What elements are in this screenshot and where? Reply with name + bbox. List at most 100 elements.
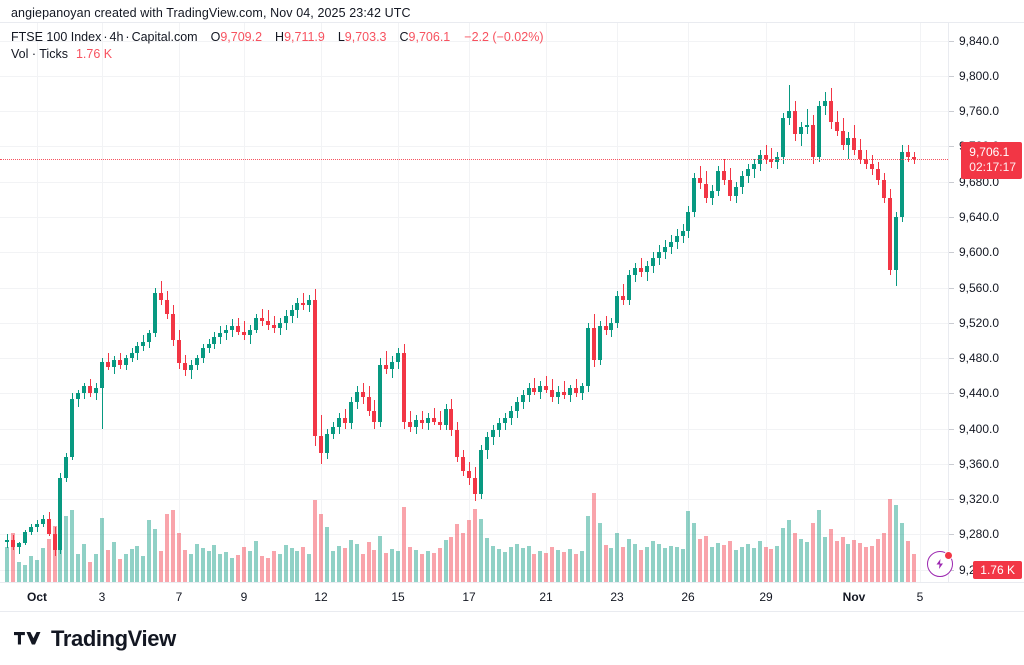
volume-bar [781, 527, 785, 583]
price-axis-tick [949, 252, 954, 254]
candle-body [900, 151, 904, 217]
legend-source[interactable]: Capital.com [131, 30, 198, 44]
current-price-line [0, 158, 948, 160]
volume-badge[interactable]: 1.76 K [973, 561, 1022, 579]
volume-bar [372, 550, 376, 583]
legend-open: O9,709.2 [211, 29, 262, 46]
volume-bar [639, 550, 643, 583]
candle-body [781, 118, 785, 158]
candle-body [17, 543, 21, 547]
volume-bar [568, 549, 572, 583]
current-price-badge[interactable]: 9,706.1 02:17:17 [961, 141, 1022, 179]
volume-bar [509, 547, 513, 583]
gridline-vertical [766, 23, 767, 583]
volume-bar [70, 510, 74, 583]
candle-body [604, 326, 608, 330]
candle-body [461, 456, 465, 471]
candle-wick [19, 541, 20, 554]
candle-body [527, 388, 531, 396]
candle-body [337, 418, 341, 427]
attribution-text: angiepanoyan created with TradingView.co… [11, 6, 411, 20]
candle-body [829, 100, 833, 122]
candle-body [894, 217, 898, 270]
time-axis-label: Oct [26, 590, 48, 604]
volume-bar [805, 542, 809, 583]
volume-bar [301, 547, 305, 583]
candle-wick [262, 308, 263, 327]
candle-body [183, 363, 187, 371]
gridline-horizontal [0, 322, 948, 324]
candle-wick [440, 411, 441, 431]
legend-volume-row: Vol · Ticks 1.76 K [11, 46, 543, 63]
volume-bar [722, 545, 726, 583]
candle-body [473, 478, 477, 494]
candle-body [147, 333, 151, 343]
candle-wick [78, 389, 79, 408]
candle-wick [700, 165, 701, 189]
candle-body [47, 518, 51, 534]
volume-bar [307, 554, 311, 583]
time-axis[interactable]: Oct 3 7 9 12 15 17 21 23 26 29 Nov 5 [0, 582, 1024, 611]
price-axis[interactable]: 9,840.09,800.09,760.09,720.09,680.09,640… [948, 23, 1024, 583]
candle-body [414, 419, 418, 427]
candle-body [301, 303, 305, 306]
price-axis-label: 9,560.0 [959, 280, 1000, 295]
volume-bar [343, 548, 347, 583]
candle-body [248, 329, 252, 336]
bar-countdown: 02:17:17 [969, 159, 1016, 174]
candle-body [58, 478, 62, 551]
candle-body [852, 137, 856, 150]
volume-bar [396, 551, 400, 583]
volume-bar [207, 551, 211, 583]
chart-pane[interactable] [0, 23, 948, 583]
replay-bolt-icon[interactable] [927, 551, 954, 577]
candle-body [355, 391, 359, 403]
price-axis-tick [949, 111, 954, 113]
open-label: O [210, 30, 221, 44]
legend-change: −2.2 (−0.02%) [464, 30, 544, 44]
gridline-horizontal [0, 463, 948, 465]
volume-bar [47, 538, 51, 583]
candle-wick [534, 377, 535, 396]
price-axis-label: 9,320.0 [959, 492, 1000, 507]
candle-body [307, 299, 311, 306]
chart-legend[interactable]: FTSE 100 Index · 4h · Capital.com O9,709… [11, 29, 543, 63]
candle-body [159, 292, 163, 300]
candle-wick [268, 310, 269, 330]
candle-body [76, 393, 80, 399]
candle-body [716, 171, 720, 191]
candle-body [645, 266, 649, 272]
candle-body [390, 361, 394, 369]
price-axis-tick [949, 146, 954, 148]
price-axis-label: 9,440.0 [959, 386, 1000, 401]
volume-indicator-label[interactable]: Vol · Ticks [11, 47, 68, 61]
candle-body [615, 296, 619, 323]
time-axis-label: 29 [759, 590, 773, 604]
volume-bar [64, 516, 68, 583]
volume-bar [218, 554, 222, 583]
volume-bar [769, 549, 773, 583]
volume-bar [876, 539, 880, 583]
volume-bar [764, 547, 768, 583]
gridline-vertical [920, 23, 921, 583]
notification-dot-icon [944, 551, 954, 560]
volume-bar [76, 554, 80, 583]
volume-bar [130, 549, 134, 583]
legend-interval[interactable]: 4h [109, 30, 124, 44]
candle-body [870, 164, 874, 170]
price-axis-tick [949, 428, 954, 430]
candle-body [242, 331, 246, 336]
volume-bar [882, 532, 886, 583]
volume-bar [378, 535, 382, 583]
candle-body [23, 531, 27, 544]
legend-symbol[interactable]: FTSE 100 Index [11, 30, 102, 44]
gridline-horizontal [0, 358, 948, 360]
price-axis-tick [949, 40, 954, 42]
volume-bar [355, 544, 359, 583]
volume-bar [230, 558, 234, 583]
candle-body [361, 391, 365, 397]
volume-bar [171, 509, 175, 583]
gridline-horizontal [0, 534, 948, 536]
candle-body [349, 402, 353, 424]
gridline-horizontal [0, 217, 948, 219]
